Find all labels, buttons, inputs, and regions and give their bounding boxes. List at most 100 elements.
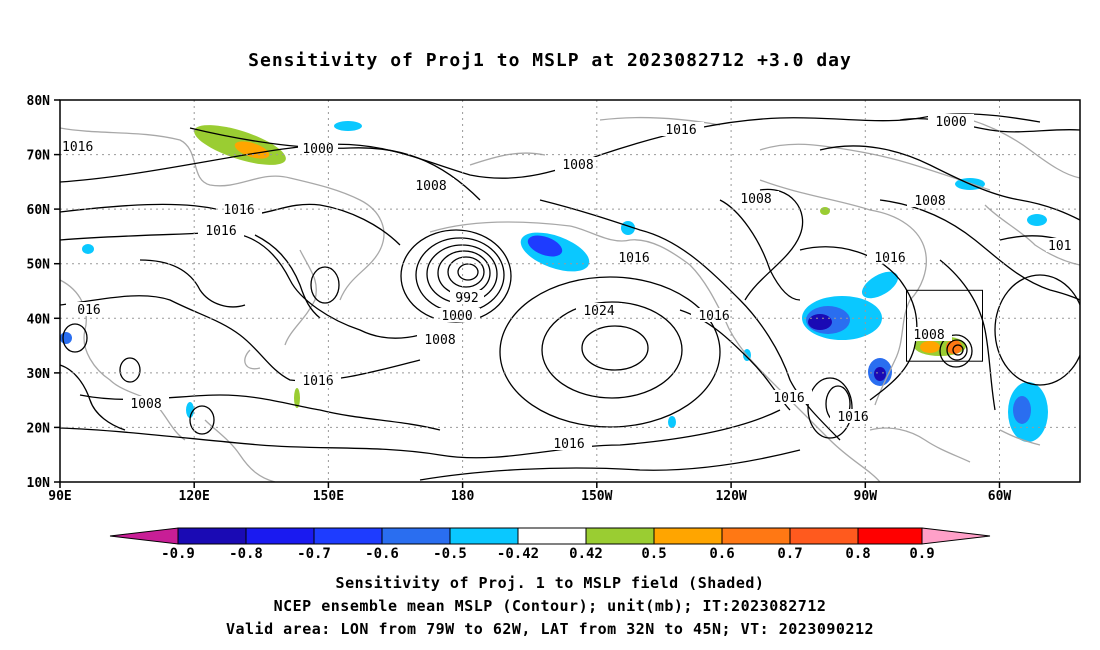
lon-label: 150W	[581, 489, 612, 504]
colorbar-label: 0.42	[569, 546, 603, 562]
contour-label: 1008	[906, 327, 952, 343]
colorbar-swatch	[789, 527, 859, 545]
colorbar-high-end	[921, 527, 991, 545]
colorbar-swatch	[653, 527, 723, 545]
lon-label: 90E	[48, 489, 71, 504]
svg-text:1000: 1000	[441, 309, 472, 324]
contour-label: 1008	[417, 332, 463, 348]
colorbar-label: 0.5	[641, 546, 666, 562]
svg-text:1016: 1016	[223, 203, 254, 218]
colorbar: -0.9 -0.8 -0.7 -0.6 -0.5 -0.42 0.42 0.5 …	[109, 527, 991, 562]
contour-label: 1008	[555, 157, 601, 173]
lon-label: 120W	[715, 489, 746, 504]
gridlines	[60, 100, 1080, 482]
svg-text:992: 992	[455, 291, 478, 306]
svg-text:1016: 1016	[205, 224, 236, 239]
contour-label: 1008	[123, 396, 169, 412]
svg-text:1008: 1008	[130, 397, 161, 412]
colorbar-swatch	[381, 527, 451, 545]
colorbar-swatch	[449, 527, 519, 545]
lon-label: 90W	[854, 489, 878, 504]
svg-text:1016: 1016	[618, 251, 649, 266]
contour-label: 016	[66, 302, 112, 318]
latitude-labels: 80N 70N 60N 50N 40N 30N 20N 10N	[27, 94, 51, 491]
contour-label: 1016	[691, 308, 737, 324]
contour-label: 1008	[733, 191, 779, 207]
contour-label: 1024	[576, 303, 622, 319]
lat-label: 80N	[27, 94, 51, 109]
colorbar-swatch	[177, 527, 247, 545]
contour-label: 1016	[830, 409, 876, 425]
svg-text:1008: 1008	[562, 158, 593, 173]
lat-label: 30N	[27, 367, 51, 382]
contour-label: 1016	[295, 373, 341, 389]
colorbar-swatch	[245, 527, 315, 545]
lat-label: 10N	[27, 476, 51, 491]
colorbar-label: 0.7	[777, 546, 802, 562]
contour-label: 1016	[198, 223, 244, 239]
contour-label: 992	[450, 290, 484, 306]
lon-label: 60W	[988, 489, 1012, 504]
lat-label: 70N	[27, 149, 51, 164]
axis-ticks	[54, 99, 1001, 488]
colorbar-swatch	[721, 527, 791, 545]
contour-label: 1016	[658, 122, 704, 138]
contour-labels: 1000 1000 1008 1008 1008 1016 1016 1016	[60, 114, 1080, 452]
svg-text:1008: 1008	[913, 328, 944, 343]
contour-label: 1016	[867, 250, 913, 266]
longitude-labels: 90E 120E 150E 180 150W 120W 90W 60W	[48, 489, 1011, 504]
contour-label: 1016	[546, 436, 592, 452]
lon-label: 120E	[179, 489, 210, 504]
svg-text:1000: 1000	[302, 142, 333, 157]
colorbar-label: -0.7	[297, 546, 331, 562]
svg-text:1016: 1016	[698, 309, 729, 324]
contour-label: 1000	[298, 141, 338, 157]
lat-label: 50N	[27, 258, 51, 273]
page-title: Sensitivity of Proj1 to MSLP at 20230827…	[248, 50, 852, 71]
colorbar-swatch	[517, 527, 587, 545]
contour-label: 1016	[60, 139, 94, 155]
valid-area-box	[906, 289, 983, 362]
colorbar-label: 0.9	[909, 546, 934, 562]
svg-text:1008: 1008	[740, 192, 771, 207]
colorbar-label: 0.8	[845, 546, 870, 562]
svg-text:1008: 1008	[415, 179, 446, 194]
caption-valid-area: Valid area: LON from 79W to 62W, LAT fro…	[225, 620, 875, 638]
svg-text:1024: 1024	[583, 304, 614, 319]
colorbar-label: -0.8	[229, 546, 263, 562]
colorbar-label: -0.42	[497, 546, 539, 562]
colorbar-labels: -0.9 -0.8 -0.7 -0.6 -0.5 -0.42 0.42 0.5 …	[161, 546, 935, 562]
contour-label: 101	[1046, 238, 1080, 254]
svg-text:1000: 1000	[935, 115, 966, 130]
lat-label: 40N	[27, 312, 51, 327]
contour-label: 1000	[928, 114, 974, 130]
lat-label: 20N	[27, 421, 51, 436]
svg-text:1016: 1016	[874, 251, 905, 266]
contour-label: 1016	[611, 250, 657, 266]
svg-text:1008: 1008	[914, 194, 945, 209]
svg-text:1016: 1016	[62, 140, 93, 155]
lon-label: 180	[451, 489, 475, 504]
colorbar-label: -0.5	[433, 546, 467, 562]
svg-text:1016: 1016	[302, 374, 333, 389]
svg-text:101: 101	[1048, 239, 1071, 254]
caption-contour: NCEP ensemble mean MSLP (Contour); unit(…	[273, 597, 827, 615]
colorbar-low-end	[109, 527, 179, 545]
colorbar-label: 0.6	[709, 546, 734, 562]
lat-label: 60N	[27, 203, 51, 218]
svg-text:1016: 1016	[773, 391, 804, 406]
colorbar-swatch	[585, 527, 655, 545]
svg-text:1008: 1008	[424, 333, 455, 348]
colorbar-swatch	[313, 527, 383, 545]
colorbar-swatch	[857, 527, 923, 545]
colorbar-swatches	[177, 527, 923, 545]
contour-label: 1000	[434, 308, 480, 324]
contour-label: 1016	[216, 202, 262, 218]
contour-label: 1016	[766, 390, 812, 406]
svg-text:016: 016	[77, 303, 100, 318]
svg-text:1016: 1016	[665, 123, 696, 138]
colorbar-label: -0.6	[365, 546, 399, 562]
svg-text:1016: 1016	[837, 410, 868, 425]
colorbar-label: -0.9	[161, 546, 195, 562]
lon-label: 150E	[313, 489, 344, 504]
